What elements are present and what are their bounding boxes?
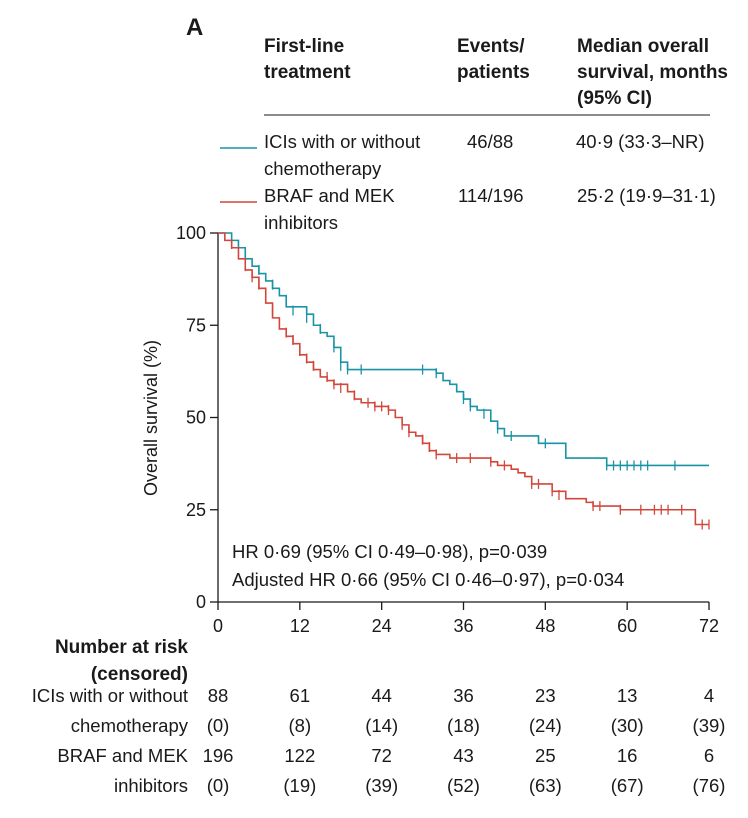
risk-censored-cell: (8)	[289, 715, 312, 736]
risk-at-risk-cell: 43	[453, 745, 474, 766]
risk-censored-cell: (18)	[447, 715, 480, 736]
risk-at-risk-cell: 88	[208, 685, 229, 706]
risk-cells: 88 (0) 61 (8) 44 (14) 36 (18) 23 (24) 13 (30) 4 (39) 1…	[203, 685, 726, 796]
legend-median-ici: 40·9 (33·3–NR)	[576, 131, 705, 152]
risk-at-risk-cell: 16	[617, 745, 638, 766]
legend-events-ici: 46/88	[467, 131, 513, 152]
risk-table: Number at risk (censored) ICIs with or w…	[32, 637, 726, 796]
x-tick-label: 60	[617, 616, 637, 636]
risk-at-risk-cell: 4	[704, 685, 714, 706]
risk-at-risk-cell: 13	[617, 685, 638, 706]
risk-censored-cell: (39)	[693, 715, 726, 736]
legend-label-ici-line1: ICIs with or without	[264, 131, 420, 152]
x-tick-label: 36	[453, 616, 473, 636]
header-events-line2: patients	[457, 62, 530, 83]
risk-at-risk-cell: 23	[535, 685, 556, 706]
risk-censored-cell: (39)	[365, 775, 398, 796]
risk-at-risk-cell: 25	[535, 745, 556, 766]
y-tick-label: 75	[186, 315, 206, 335]
adjusted-hr-text: Adjusted HR 0·66 (95% CI 0·46–0·97), p=0…	[232, 569, 624, 590]
risk-censored-cell: (67)	[611, 775, 644, 796]
risk-label-braf-line1: BRAF and MEK	[57, 745, 188, 766]
risk-at-risk-cell: 122	[284, 745, 315, 766]
legend: ICIs with or without chemotherapy 46/88 …	[220, 131, 716, 233]
header-median-line1: Median overall	[577, 36, 709, 57]
risk-at-risk-cell: 44	[371, 685, 392, 706]
header-events-line1: Events/	[457, 36, 525, 57]
survival-curves	[218, 232, 710, 530]
risk-censored-cell: (24)	[529, 715, 562, 736]
risk-at-risk-cell: 72	[371, 745, 392, 766]
x-tick-label: 0	[213, 616, 223, 636]
km-curve-ici	[218, 232, 709, 467]
risk-at-risk-cell: 61	[290, 685, 311, 706]
legend-label-braf-line1: BRAF and MEK	[264, 185, 395, 206]
legend-label-braf-line2: inhibitors	[264, 212, 338, 233]
y-tick-label: 0	[196, 592, 206, 612]
hr-text: HR 0·69 (95% CI 0·49–0·98), p=0·039	[232, 541, 547, 562]
x-tick-label: 12	[290, 616, 310, 636]
risk-censored-cell: (0)	[207, 775, 230, 796]
risk-title-line2: (censored)	[91, 664, 188, 685]
legend-table-header: First-line treatment Events/ patients Me…	[264, 36, 728, 116]
risk-censored-cell: (63)	[529, 775, 562, 796]
legend-events-braf: 114/196	[458, 185, 524, 206]
y-tick-label: 100	[176, 223, 206, 243]
risk-censored-cell: (76)	[693, 775, 726, 796]
x-tick-label: 72	[699, 616, 719, 636]
risk-censored-cell: (52)	[447, 775, 480, 796]
risk-censored-cell: (0)	[207, 715, 230, 736]
header-median-line2: survival, months	[577, 62, 728, 83]
y-tick-label: 25	[186, 500, 206, 520]
risk-label-braf-line2: inhibitors	[114, 775, 188, 796]
y-tick-label: 50	[186, 408, 206, 428]
axes: 0 25 50 75 100 0 12 24 36 48 60 72	[176, 223, 719, 636]
risk-at-risk-cell: 6	[704, 745, 714, 766]
risk-censored-cell: (30)	[611, 715, 644, 736]
risk-at-risk-cell: 196	[203, 745, 234, 766]
legend-median-braf: 25·2 (19·9–31·1)	[577, 185, 716, 206]
x-tick-label: 24	[372, 616, 392, 636]
risk-label-ici-line2: chemotherapy	[71, 715, 189, 736]
x-tick-label: 48	[535, 616, 555, 636]
header-median-line3: (95% CI)	[577, 88, 652, 109]
legend-label-ici-line2: chemotherapy	[264, 158, 382, 179]
risk-censored-cell: (14)	[365, 715, 398, 736]
risk-censored-cell: (19)	[283, 775, 316, 796]
panel-label: A	[186, 14, 203, 41]
y-axis-label: Overall survival (%)	[141, 340, 161, 496]
risk-title-line1: Number at risk	[55, 637, 188, 658]
km-curve-braf	[218, 232, 709, 526]
risk-at-risk-cell: 36	[453, 685, 474, 706]
risk-label-ici-line1: ICIs with or without	[32, 685, 188, 706]
header-treatment-line2: treatment	[264, 62, 351, 83]
header-treatment-line1: First-line	[264, 36, 344, 57]
